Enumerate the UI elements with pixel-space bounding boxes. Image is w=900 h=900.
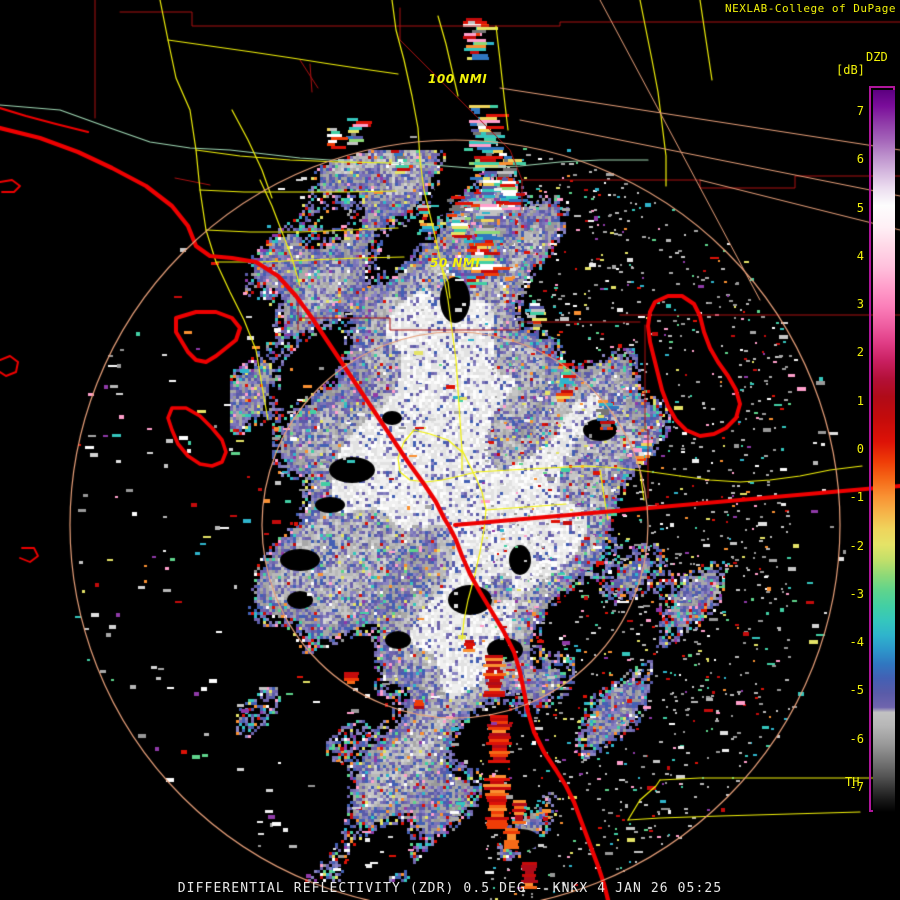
colorbar-tick: -4: [849, 635, 864, 650]
colorbar-tick: -7: [849, 779, 864, 794]
brand-label: NEXLAB-College of DuPage: [725, 2, 896, 15]
colorbar-tick: 3: [856, 297, 864, 312]
colorbar-tick: -1: [849, 490, 864, 505]
colorbar-tick: -6: [849, 731, 864, 746]
range-ring-label-100nmi: 100 NMI: [428, 72, 488, 86]
colorbar-tick: 7: [856, 104, 864, 119]
colorbar-tick: 0: [856, 442, 864, 456]
colorbar-tick: 1: [856, 393, 864, 408]
colorbar-unit-label: [dB]: [836, 63, 865, 77]
colorbar-title: DZD: [866, 50, 888, 64]
colorbar-tick: -5: [849, 683, 864, 698]
colorbar-gradient: [873, 90, 895, 812]
colorbar-tick: -3: [849, 586, 864, 601]
product-status-bar: DIFFERENTIAL REFLECTIVITY (ZDR) 0.5 DEG …: [177, 881, 723, 896]
colorbar-tick: 5: [856, 200, 864, 215]
colorbar[interactable]: [869, 86, 899, 814]
colorbar-tick: 2: [856, 345, 864, 360]
colorbar-tick: -2: [849, 538, 864, 553]
colorbar-threshold-label: TH: [845, 775, 860, 789]
colorbar-tick: 6: [856, 152, 864, 167]
colorbar-frame: [869, 86, 895, 812]
range-ring-label-50nmi: 50 NMI: [430, 256, 481, 270]
colorbar-tick: 4: [856, 248, 864, 263]
